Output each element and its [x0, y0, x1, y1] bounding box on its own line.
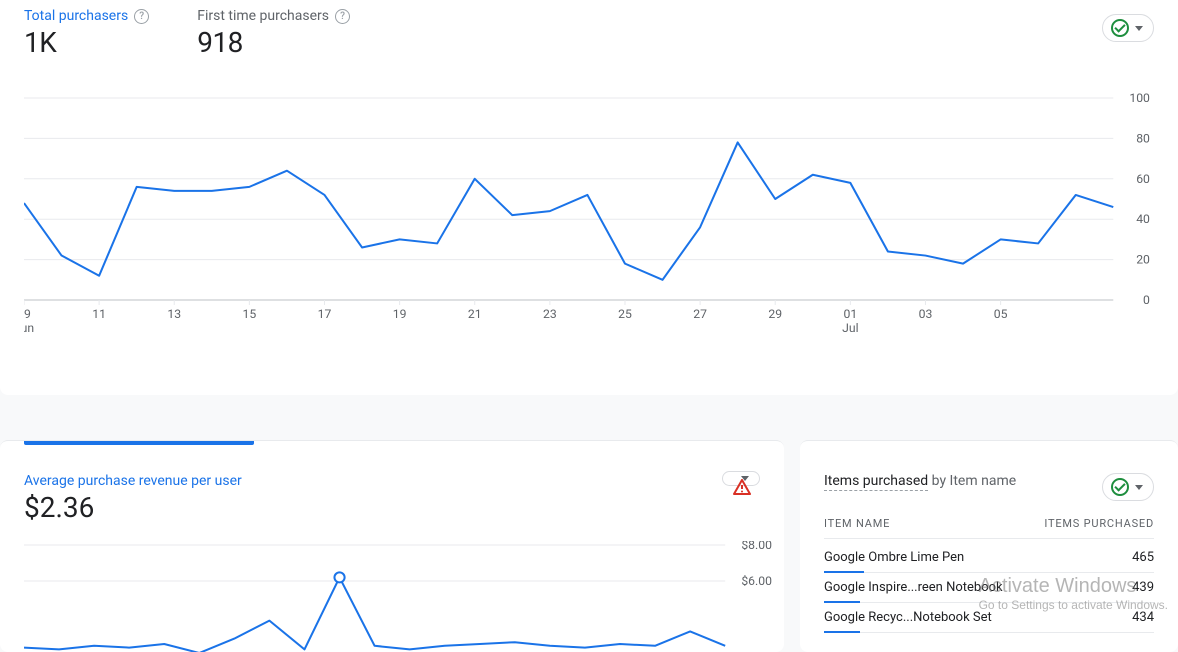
svg-text:13: 13	[167, 307, 181, 321]
active-tab-indicator	[24, 441, 254, 445]
item-value: 439	[1132, 580, 1154, 595]
item-value: 434	[1132, 610, 1154, 625]
status-dropdown[interactable]	[722, 471, 760, 486]
status-dropdown[interactable]	[1102, 473, 1154, 501]
help-icon[interactable]: ?	[335, 9, 350, 24]
svg-text:20: 20	[1136, 253, 1150, 267]
bottom-row: Average purchase revenue per user $2.36 …	[0, 440, 1178, 652]
check-circle-icon	[1111, 19, 1129, 37]
svg-text:17: 17	[318, 307, 332, 321]
svg-text:21: 21	[468, 307, 482, 321]
svg-text:60: 60	[1136, 172, 1150, 186]
svg-text:40: 40	[1136, 212, 1150, 226]
purchasers-chart: 0 20 40 60 80 100 09Jun 11 13 15 17 19 21 23 25 27 29 01J…	[24, 90, 1154, 340]
avg-revenue-chart: $8.00 $6.00	[24, 541, 776, 652]
svg-text:0: 0	[1143, 293, 1150, 307]
svg-text:09: 09	[24, 307, 31, 321]
table-row[interactable]: Google Ombre Lime Pen 465	[824, 543, 1154, 573]
col-items-purchased: ITEMS PURCHASED	[1044, 517, 1154, 530]
avg-revenue-card: Average purchase revenue per user $2.36 …	[0, 440, 784, 652]
svg-text:11: 11	[92, 307, 106, 321]
metric-value: 1K	[24, 26, 149, 59]
svg-text:23: 23	[543, 307, 557, 321]
help-icon[interactable]: ?	[134, 9, 149, 24]
avg-label[interactable]: Average purchase revenue per user	[24, 473, 760, 489]
check-circle-icon	[1111, 478, 1129, 496]
table-header: ITEM NAME ITEMS PURCHASED	[824, 517, 1154, 539]
table-row[interactable]: Google Recyc...Notebook Set 434	[824, 603, 1154, 633]
item-bar	[824, 631, 860, 633]
purchasers-card: Total purchasers ? 1K First time purchas…	[0, 0, 1178, 395]
svg-text:05: 05	[994, 307, 1008, 321]
items-table: ITEM NAME ITEMS PURCHASED Google Ombre L…	[800, 501, 1178, 633]
metric-label-text: Total purchasers	[24, 8, 128, 24]
col-item-name: ITEM NAME	[824, 517, 890, 530]
metric-label: First time purchasers ?	[197, 8, 350, 24]
line-chart-svg: 0 20 40 60 80 100 09Jun 11 13 15 17 19 21 23 25 27 29 01J…	[24, 90, 1154, 340]
svg-text:80: 80	[1136, 131, 1150, 145]
avg-value: $2.36	[24, 491, 760, 524]
metrics-row: Total purchasers ? 1K First time purchas…	[0, 0, 1178, 59]
svg-text:19: 19	[393, 307, 407, 321]
item-value: 465	[1132, 550, 1154, 565]
items-title-metric[interactable]: Items purchased	[824, 473, 928, 491]
line-chart-svg: $8.00 $6.00	[24, 541, 776, 652]
svg-text:$8.00: $8.00	[741, 541, 772, 552]
chevron-down-icon	[1135, 26, 1143, 31]
items-purchased-card: Items purchased by Item name ITEM NAME I…	[800, 440, 1178, 652]
avg-header: Average purchase revenue per user $2.36	[0, 441, 784, 524]
metric-label: Total purchasers ?	[24, 8, 149, 24]
svg-text:29: 29	[768, 307, 782, 321]
svg-text:27: 27	[693, 307, 707, 321]
metric-value: 918	[197, 26, 350, 59]
svg-text:25: 25	[618, 307, 632, 321]
svg-text:Jun: Jun	[24, 321, 34, 335]
svg-text:100: 100	[1129, 91, 1150, 105]
metric-first-time-purchasers[interactable]: First time purchasers ? 918	[197, 8, 350, 59]
svg-text:$6.00: $6.00	[741, 574, 772, 588]
metric-label-text: First time purchasers	[197, 8, 329, 24]
metric-total-purchasers[interactable]: Total purchasers ? 1K	[24, 8, 149, 59]
item-name: Google Ombre Lime Pen	[824, 550, 964, 565]
item-name: Google Inspire...reen Notebook	[824, 580, 1003, 595]
status-dropdown[interactable]	[1102, 14, 1154, 42]
svg-text:01: 01	[843, 307, 857, 321]
items-title: Items purchased by Item name	[824, 473, 1016, 489]
items-title-dimension: by Item name	[928, 473, 1016, 489]
items-header-row: Items purchased by Item name	[800, 441, 1178, 501]
svg-text:15: 15	[243, 307, 257, 321]
svg-text:03: 03	[919, 307, 933, 321]
item-name: Google Recyc...Notebook Set	[824, 610, 992, 625]
svg-text:Jul: Jul	[842, 321, 858, 335]
table-row[interactable]: Google Inspire...reen Notebook 439	[824, 573, 1154, 603]
chevron-down-icon	[1135, 485, 1143, 490]
